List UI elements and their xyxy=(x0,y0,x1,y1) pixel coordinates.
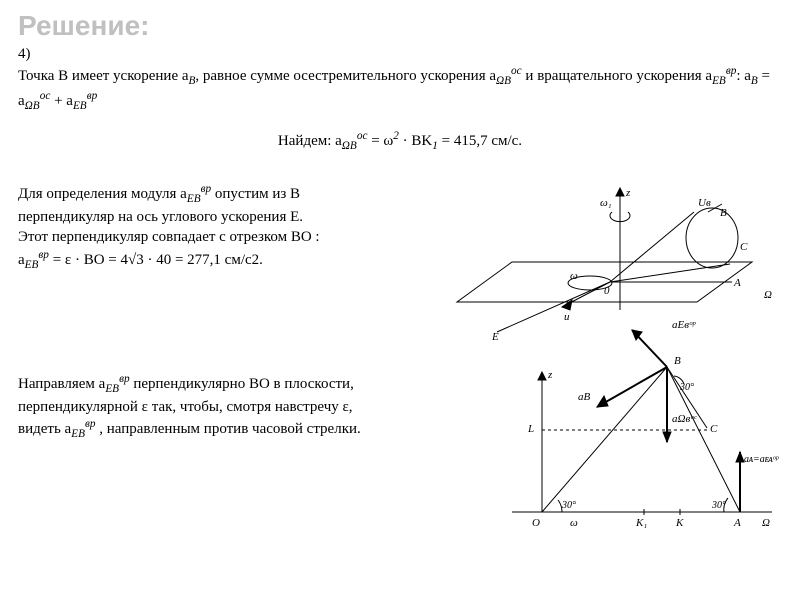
lbl-ub: Uв xyxy=(698,197,711,209)
find-line: Найдем: aΩBoc = ω2 · BK1 = 415,7 см/c. xyxy=(18,129,782,154)
lbl2-A: A xyxy=(733,517,741,529)
lbl-Omega: Ω xyxy=(764,289,772,301)
p2-line3: aЕBвр = ε · BO = 4√3 · 40 = 277,1 см/c2. xyxy=(18,248,398,273)
sub: ΩB xyxy=(496,75,511,87)
sup: вр xyxy=(201,183,212,195)
lbl2-L: L xyxy=(527,423,534,435)
sub: ЕB xyxy=(71,428,85,440)
t: + a xyxy=(50,93,73,109)
lbl-A: A xyxy=(733,277,741,289)
sub: ЕB xyxy=(712,75,726,87)
sub: ЕB xyxy=(73,100,87,112)
t: Точка B имеет ускорение a xyxy=(18,68,189,84)
lbl-E: E xyxy=(491,331,499,342)
lbl-w: ω xyxy=(570,270,578,282)
sup: вр xyxy=(726,65,737,77)
lbl2-Omega: Ω xyxy=(762,517,770,529)
t: · BK xyxy=(399,133,432,149)
sup: вр xyxy=(119,373,130,385)
lbl-B: B xyxy=(720,207,727,219)
t: Найдем: a xyxy=(278,133,342,149)
lbl2-30c: 30° xyxy=(711,500,726,511)
t: Для определения модуля a xyxy=(18,186,187,202)
p2-line1: Для определения модуля aЕBвр опустим из … xyxy=(18,182,398,227)
lbl2-K1: K₁ xyxy=(635,517,647,529)
sup: вр xyxy=(87,90,98,102)
lbl2-w: ω xyxy=(570,517,578,529)
lbl-O: 0 xyxy=(604,285,610,297)
sup: вр xyxy=(38,249,49,261)
lbl2-O: O xyxy=(532,517,540,529)
sub: ΩB xyxy=(342,140,357,152)
lbl-z: z xyxy=(625,187,631,199)
t: = ω xyxy=(367,133,393,149)
lbl-w1: ω₁ xyxy=(600,197,612,209)
p2-line2: Этот перпендикуляр совпадает с отрезком … xyxy=(18,227,398,247)
lbl2-30a: 30° xyxy=(679,382,694,393)
lbl2-aEB: aЕвᵒᵖ xyxy=(672,319,696,331)
page-title: Решение: xyxy=(18,10,782,42)
lbl2-B: B xyxy=(674,355,681,367)
lbl2-aB: aВ xyxy=(578,391,591,403)
sup: oc xyxy=(511,65,522,77)
t: , равное сумме осестремительного ускорен… xyxy=(195,68,496,84)
sub: ΩB xyxy=(25,100,40,112)
lbl2-z: z xyxy=(547,369,553,381)
sup: oc xyxy=(357,130,368,142)
sub: B xyxy=(751,75,758,87)
t: = ε · BO = 4√3 · 40 = 277,1 см/c2. xyxy=(49,252,263,268)
figure-2: aЕвᵒᵖ B 30° aВ aΩвᵒᶜ C z L aᴀ=aᴇᴀᵒᵖ O 30… xyxy=(502,312,782,542)
sup: вр xyxy=(85,418,96,430)
lbl2-aOmegaB: aΩвᵒᶜ xyxy=(672,413,697,425)
sub: ЕB xyxy=(105,383,119,395)
t: , направленным против часовой стрелки. xyxy=(95,421,360,437)
t: и вращательного ускорения a xyxy=(522,68,712,84)
lbl2-C: C xyxy=(710,423,718,435)
sup: oc xyxy=(40,90,51,102)
t: Направляем a xyxy=(18,376,105,392)
sub: ЕB xyxy=(187,193,201,205)
p3-line: Направляем aЕBвр перпендикулярно BO в пл… xyxy=(18,372,398,443)
lbl2-30b: 30° xyxy=(561,500,576,511)
intro-line: Точка B имеет ускорение a B , равное сумме… xyxy=(18,64,782,114)
lbl2-K: K xyxy=(675,517,684,529)
t: = 415,7 см/c. xyxy=(438,133,522,149)
lbl2-aA: aᴀ=aᴇᴀᵒᵖ xyxy=(744,454,779,465)
t: a xyxy=(18,252,25,268)
t: : a xyxy=(736,68,751,84)
sub: ЕB xyxy=(25,259,39,271)
step-number: 4) xyxy=(18,44,782,64)
lbl-C: C xyxy=(740,241,748,253)
